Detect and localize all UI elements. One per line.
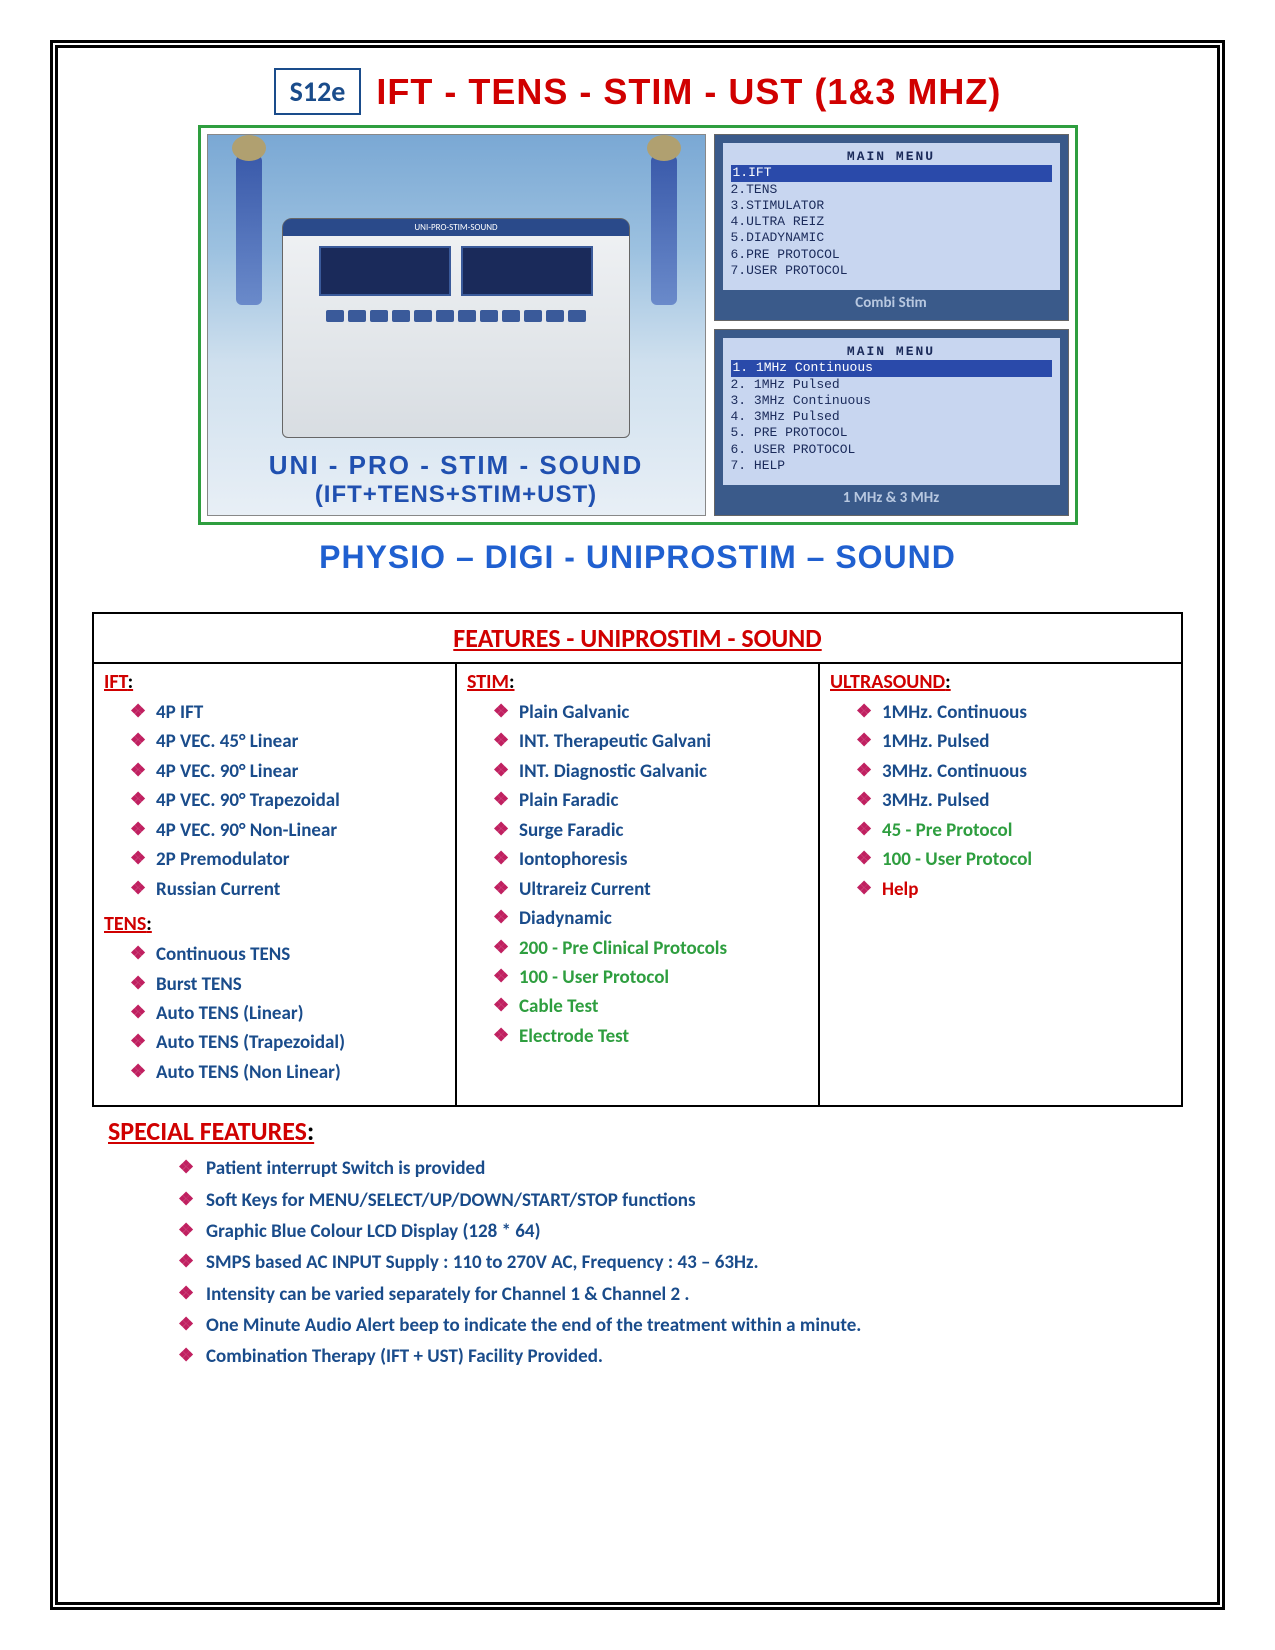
image-caption-2: (IFT+TENS+STIM+UST): [315, 481, 597, 509]
lcd-1-content: MAIN MENU 1.IFT2.TENS3.STIMULATOR4.ULTRA…: [723, 143, 1060, 290]
lcd-menu-item: 3. 3MHz Continuous: [731, 393, 1052, 409]
feature-item: Iontophoresis: [493, 845, 808, 874]
lcd-2: MAIN MENU 1. 1MHz Continuous2. 1MHz Puls…: [714, 329, 1069, 516]
device-screen-left: [319, 246, 451, 296]
feature-item: Ultrareiz Current: [493, 875, 808, 904]
section-heading: TENS:: [104, 912, 445, 936]
main-title: IFT - TENS - STIM - UST (1&3 MHZ): [376, 71, 1001, 113]
section-heading: ULTRASOUND:: [830, 670, 1171, 694]
feature-item: 1MHz. Pulsed: [856, 727, 1171, 756]
feature-item: 2P Premodulator: [130, 845, 445, 874]
feature-item: Plain Faradic: [493, 786, 808, 815]
features-col-3: ULTRASOUND:1MHz. Continuous1MHz. Pulsed3…: [820, 664, 1181, 1105]
product-code: S12e: [274, 68, 362, 115]
feature-item: Burst TENS: [130, 970, 445, 999]
lcd-menu-item: 2. 1MHz Pulsed: [731, 377, 1052, 393]
probe-left: [236, 155, 262, 305]
feature-item: 4P VEC. 90° Linear: [130, 757, 445, 786]
feature-item: Surge Faradic: [493, 816, 808, 845]
lcd-2-title: MAIN MENU: [731, 344, 1052, 360]
feature-item: Cable Test: [493, 992, 808, 1021]
device-nameplate: UNI-PRO-STIM-SOUND: [283, 219, 629, 236]
lcd-1-title: MAIN MENU: [731, 149, 1052, 165]
feature-item: INT. Therapeutic Galvani: [493, 727, 808, 756]
section-heading: IFT:: [104, 670, 445, 694]
special-feature-item: Combination Therapy (IFT + UST) Facility…: [178, 1341, 1187, 1372]
document-border: S12e IFT - TENS - STIM - UST (1&3 MHZ) U…: [50, 40, 1225, 1610]
page: S12e IFT - TENS - STIM - UST (1&3 MHZ) U…: [0, 0, 1275, 1650]
image-caption-1: UNI - PRO - STIM - SOUND: [269, 450, 643, 481]
device-buttons: [283, 306, 629, 326]
feature-item: Russian Current: [130, 875, 445, 904]
subtitle: PHYSIO – DIGI - UNIPROSTIM – SOUND: [88, 539, 1187, 576]
device-screen-right: [461, 246, 593, 296]
feature-list: 4P IFT4P VEC. 45° Linear4P VEC. 90° Line…: [104, 698, 445, 904]
features-header: FEATURES - UNIPROSTIM - SOUND: [94, 614, 1181, 664]
lcd-2-caption: 1 MHz & 3 MHz: [723, 489, 1060, 507]
product-image-panel: UNI-PRO-STIM-SOUND UNI - PRO - STIM - SO…: [198, 125, 1078, 525]
lcd-1: MAIN MENU 1.IFT2.TENS3.STIMULATOR4.ULTRA…: [714, 134, 1069, 321]
feature-item: Diadynamic: [493, 904, 808, 933]
lcd-menu-item: 4. 3MHz Pulsed: [731, 409, 1052, 425]
special-features-heading: SPECIAL FEATURES:: [108, 1115, 1187, 1147]
lcd-menu-item: 6. USER PROTOCOL: [731, 442, 1052, 458]
feature-item: Help: [856, 875, 1171, 904]
features-col-1: IFT:4P IFT4P VEC. 45° Linear4P VEC. 90° …: [94, 664, 457, 1105]
feature-item: 100 - User Protocol: [493, 963, 808, 992]
lcd-menu-item: 7.USER PROTOCOL: [731, 263, 1052, 279]
lcd-menu-item: 2.TENS: [731, 182, 1052, 198]
feature-list: Plain GalvanicINT. Therapeutic GalvaniIN…: [467, 698, 808, 1051]
feature-item: 100 - User Protocol: [856, 845, 1171, 874]
feature-item: 4P VEC. 90° Trapezoidal: [130, 786, 445, 815]
special-feature-item: One Minute Audio Alert beep to indicate …: [178, 1310, 1187, 1341]
lcd-menu-item: 4.ULTRA REIZ: [731, 214, 1052, 230]
feature-item: 200 - Pre Clinical Protocols: [493, 934, 808, 963]
lcd-menu-item: 1. 1MHz Continuous: [731, 360, 1052, 376]
lcd-menu-item: 7. HELP: [731, 458, 1052, 474]
feature-item: 4P VEC. 45° Linear: [130, 727, 445, 756]
feature-item: 3MHz. Pulsed: [856, 786, 1171, 815]
device-body: UNI-PRO-STIM-SOUND: [282, 218, 630, 438]
lcd-menu-item: 3.STIMULATOR: [731, 198, 1052, 214]
lcd-menu-item: 6.PRE PROTOCOL: [731, 247, 1052, 263]
lcd-menu-item: 5.DIADYNAMIC: [731, 230, 1052, 246]
feature-list: Continuous TENSBurst TENSAuto TENS (Line…: [104, 940, 445, 1087]
feature-item: 4P VEC. 90° Non-Linear: [130, 816, 445, 845]
features-col-2: STIM: Plain GalvanicINT. Therapeutic Galv…: [457, 664, 820, 1105]
device-illustration: UNI-PRO-STIM-SOUND UNI - PRO - STIM - SO…: [207, 134, 706, 516]
features-box: FEATURES - UNIPROSTIM - SOUND IFT: 4P IFT…: [92, 612, 1183, 1107]
section-heading: STIM:: [467, 670, 808, 694]
feature-item: 4P IFT: [130, 698, 445, 727]
feature-item: INT. Diagnostic Galvanic: [493, 757, 808, 786]
special-feature-item: Graphic Blue Colour LCD Display (128 * 6…: [178, 1216, 1187, 1247]
feature-item: Auto TENS (Non Linear): [130, 1058, 445, 1087]
special-feature-item: Intensity can be varied separately for C…: [178, 1279, 1187, 1310]
feature-item: Electrode Test: [493, 1022, 808, 1051]
special-features-list: Patient interrupt Switch is providedSoft…: [88, 1153, 1187, 1372]
lcd-menu-item: 1.IFT: [731, 165, 1052, 181]
feature-item: Auto TENS (Linear): [130, 999, 445, 1028]
probe-right: [651, 155, 677, 305]
lcd-screens: MAIN MENU 1.IFT2.TENS3.STIMULATOR4.ULTRA…: [714, 134, 1069, 516]
header: S12e IFT - TENS - STIM - UST (1&3 MHZ): [88, 68, 1187, 115]
feature-item: Auto TENS (Trapezoidal): [130, 1028, 445, 1057]
feature-item: Continuous TENS: [130, 940, 445, 969]
lcd-2-content: MAIN MENU 1. 1MHz Continuous2. 1MHz Puls…: [723, 338, 1060, 485]
feature-item: 45 - Pre Protocol: [856, 816, 1171, 845]
special-feature-item: SMPS based AC INPUT Supply : 110 to 270V…: [178, 1247, 1187, 1278]
features-columns: IFT:4P IFT4P VEC. 45° Linear4P VEC. 90° …: [94, 664, 1181, 1105]
feature-item: 1MHz. Continuous: [856, 698, 1171, 727]
special-feature-item: Soft Keys for MENU/SELECT/UP/DOWN/START/…: [178, 1185, 1187, 1216]
feature-item: 3MHz. Continuous: [856, 757, 1171, 786]
feature-item: Plain Galvanic: [493, 698, 808, 727]
feature-list: 1MHz. Continuous1MHz. Pulsed3MHz. Contin…: [830, 698, 1171, 904]
lcd-1-caption: Combi Stim: [723, 294, 1060, 312]
lcd-menu-item: 5. PRE PROTOCOL: [731, 425, 1052, 441]
special-feature-item: Patient interrupt Switch is provided: [178, 1153, 1187, 1184]
